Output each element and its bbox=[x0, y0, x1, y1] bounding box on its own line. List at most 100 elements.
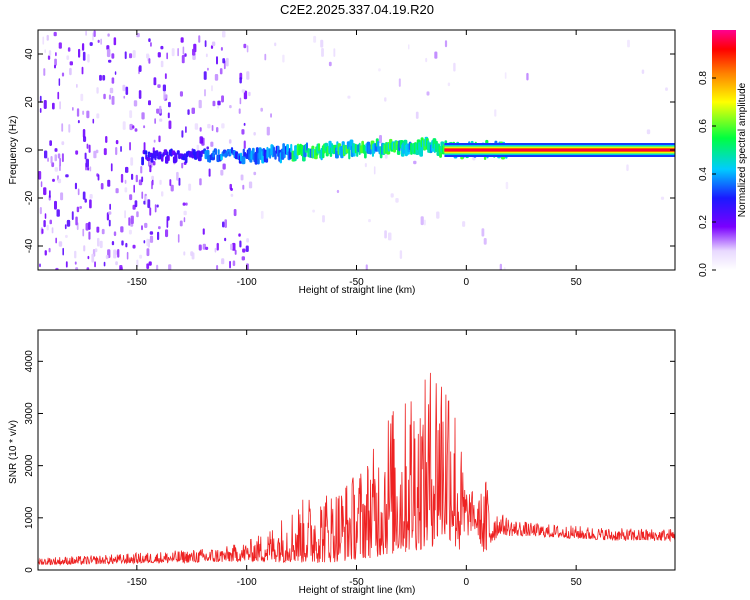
spectrogram-noise-cell bbox=[111, 95, 115, 105]
spectrogram-noise-cell bbox=[176, 171, 179, 181]
spectrogram-noise-cell bbox=[106, 48, 111, 58]
spectrogram-noise-cell bbox=[148, 100, 151, 106]
spectrogram-noise-cell bbox=[85, 30, 87, 36]
spectrogram-noise-cell bbox=[183, 217, 186, 223]
spectrogram-noise-cell bbox=[93, 150, 97, 159]
spectrogram-noise-cell bbox=[216, 265, 219, 270]
spectrogram-noise-cell bbox=[125, 166, 129, 173]
snr-x-label: Height of straight line (km) bbox=[299, 585, 416, 596]
spectrogram-noise-cell bbox=[179, 91, 183, 97]
spectrogram-noise-cell bbox=[46, 34, 49, 41]
spectrogram-noise-cell bbox=[157, 84, 161, 88]
spectrogram-noise-cell bbox=[100, 38, 102, 45]
spectrogram-noise-cell bbox=[96, 87, 99, 94]
spectrogram-noise-cell bbox=[122, 121, 126, 130]
spectrogram-noise-cell bbox=[180, 37, 184, 43]
spectrogram-noise-cell bbox=[124, 179, 127, 184]
spectrogram-noise-cell bbox=[148, 58, 151, 64]
spectrogram-noise-cell bbox=[171, 48, 175, 57]
spectrogram-noise-cell bbox=[187, 109, 190, 115]
spectrogram-noise-cell bbox=[54, 154, 57, 162]
spectrogram-noise-cell bbox=[159, 118, 163, 122]
spectrogram-noise-cell bbox=[134, 128, 138, 132]
spectrogram-noise-cell bbox=[169, 179, 172, 187]
spectrogram-noise-cell bbox=[48, 247, 51, 253]
spectrogram-noise-cell bbox=[62, 247, 64, 256]
spectrogram-noise-cell bbox=[94, 248, 98, 253]
spectrogram-noise-cell bbox=[211, 41, 216, 47]
spectrogram-noise-cell bbox=[108, 59, 112, 63]
spectrogram-noise-cell bbox=[183, 251, 186, 256]
spectrogram-noise-cell bbox=[242, 248, 246, 253]
spectrogram-noise-cell bbox=[181, 55, 185, 64]
spectrogram-noise-cell bbox=[161, 191, 164, 197]
spectrogram-noise-cell bbox=[129, 110, 133, 119]
spectrogram-ridge-cell bbox=[348, 146, 351, 160]
spectrogram-noise-cell bbox=[219, 68, 223, 75]
spectrogram-noise-cell bbox=[76, 206, 80, 213]
spectrogram-noise-cell bbox=[199, 136, 203, 144]
spectrogram-noise-cell bbox=[57, 153, 61, 159]
spectrogram-noise-cell bbox=[253, 171, 257, 176]
spectrogram-noise-cell bbox=[75, 216, 78, 226]
spectrogram-noise-cell bbox=[141, 176, 144, 183]
spectrogram-noise-cell bbox=[61, 123, 64, 132]
spectrogram-noise-cell bbox=[425, 57, 428, 63]
spectrogram-noise-cell bbox=[74, 250, 77, 259]
spectrogram-noise-cell bbox=[52, 178, 55, 182]
spectrogram-noise-cell bbox=[128, 229, 132, 235]
spectrogram-noise-cell bbox=[494, 109, 497, 117]
spectrogram-noise-cell bbox=[135, 174, 138, 183]
spectrogram-noise-cell bbox=[147, 238, 150, 248]
spectrogram-noise-cell bbox=[68, 124, 71, 133]
spectrogram-noise-cell bbox=[151, 180, 153, 190]
spectrogram-noise-cell bbox=[157, 52, 161, 58]
spectrogram-noise-cell bbox=[148, 261, 152, 266]
spectrogram-noise-cell bbox=[253, 132, 256, 136]
snr-x-ticks: -150 -100 -50 0 50 bbox=[127, 330, 582, 588]
spectrogram-noise-cell bbox=[86, 143, 89, 149]
spectrogram-noise-cell bbox=[248, 181, 253, 189]
spectrogram-noise-cell bbox=[72, 107, 74, 111]
spectrogram-noise-cell bbox=[158, 135, 161, 143]
spectrogram-noise-cell bbox=[444, 40, 448, 48]
spectrogram-noise-cell bbox=[241, 256, 245, 261]
spectrogram-noise-cell bbox=[166, 219, 169, 228]
spectrogram-noise-cell bbox=[88, 144, 91, 153]
spectrogram-noise-cell bbox=[207, 67, 209, 71]
spectrogram-noise-cell bbox=[182, 46, 185, 55]
spectrogram-tone-band bbox=[444, 149, 675, 151]
spectrogram-noise-cell bbox=[378, 68, 381, 72]
spectrogram-noise-cell bbox=[107, 33, 110, 37]
spectrogram-noise-cell bbox=[122, 84, 126, 92]
spectrogram-noise-cell bbox=[128, 217, 131, 226]
spectrogram-noise-cell bbox=[66, 219, 71, 227]
spectrogram-noise-cell bbox=[364, 163, 367, 168]
spectrogram-noise-cell bbox=[51, 162, 55, 168]
spectrogram-noise-cell bbox=[192, 48, 196, 56]
spectrogram-noise-cell bbox=[44, 49, 46, 54]
spectrogram-noise-cell bbox=[499, 263, 502, 270]
spectrogram-noise-cell bbox=[270, 113, 272, 118]
spectrogram-noise-cell bbox=[133, 100, 138, 107]
colorbar: 0.0 0.2 0.4 0.6 0.8 Normalized spectral ampl… bbox=[698, 30, 748, 277]
spectrogram-noise-cell bbox=[107, 179, 111, 187]
spectrogram-noise-cell bbox=[125, 86, 129, 95]
spectrogram-noise-cell bbox=[74, 182, 77, 190]
spectrogram-noise-cell bbox=[94, 261, 96, 268]
spectrogram-noise-cell bbox=[49, 190, 51, 198]
spectrogram-noise-cell bbox=[100, 183, 104, 190]
spectrogram-noise-cell bbox=[246, 71, 250, 80]
spectrogram-noise-cell bbox=[51, 227, 54, 234]
spectrogram-noise-cell bbox=[156, 108, 160, 114]
spectrogram-noise-cell bbox=[328, 61, 332, 67]
spectrogram-noise-cell bbox=[434, 51, 438, 59]
spectrogram-noise-cell bbox=[246, 238, 249, 243]
spectrogram-noise-cell bbox=[65, 234, 68, 238]
spectrogram-noise-cell bbox=[216, 56, 218, 65]
spectrogram-noise-cell bbox=[504, 72, 507, 79]
spectrogram-noise-cell bbox=[182, 202, 186, 206]
spectrogram-noise-cell bbox=[146, 53, 150, 59]
spectrogram-noise-cell bbox=[191, 252, 195, 260]
colorbar-tick-label: 0.8 bbox=[698, 71, 709, 85]
